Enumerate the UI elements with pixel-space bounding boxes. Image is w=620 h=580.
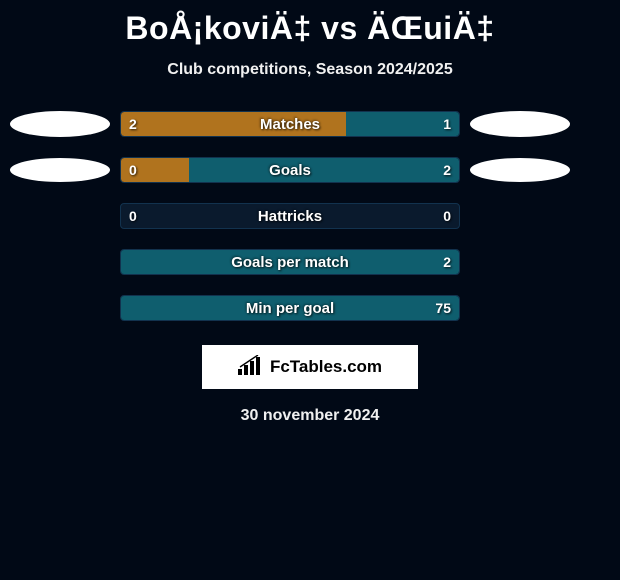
stat-value-right: 0: [435, 204, 459, 228]
stat-label: Min per goal: [121, 296, 459, 320]
chart-row: Matches2 1: [10, 111, 610, 137]
page-subtitle: Club competitions, Season 2024/2025: [0, 61, 620, 79]
team-badge-right: [470, 158, 570, 182]
stat-bar: Hattricks0 0: [120, 203, 460, 229]
badge-slot-left: [10, 158, 110, 182]
stat-bar: Matches2 1: [120, 111, 460, 137]
stat-bar: Min per goal75: [120, 295, 460, 321]
stat-value-left: 2: [121, 112, 145, 136]
team-badge-left: [10, 158, 110, 182]
stat-value-right: 2: [435, 250, 459, 274]
date-label: 30 november 2024: [0, 407, 620, 425]
stat-value-left: 0: [121, 204, 145, 228]
chart-row: Min per goal75: [10, 295, 610, 321]
fctables-badge: FcTables.com: [202, 345, 418, 389]
stat-label: Goals per match: [121, 250, 459, 274]
stat-label: Goals: [121, 158, 459, 182]
badge-slot-right: [470, 111, 570, 137]
stat-label: Matches: [121, 112, 459, 136]
stat-value-right: 2: [435, 158, 459, 182]
stat-value-left: 0: [121, 158, 145, 182]
page-title: BoÅ¡koviÄ‡ vs ÄŒuiÄ‡: [0, 0, 620, 47]
fctables-label: FcTables.com: [270, 357, 382, 377]
stat-bar: Goals0 2: [120, 157, 460, 183]
stat-value-right: 1: [435, 112, 459, 136]
team-badge-right: [470, 111, 570, 137]
badge-slot-left: [10, 111, 110, 137]
comparison-chart: Matches21Goals02Hattricks00Goals per mat…: [0, 111, 620, 321]
stat-label: Hattricks: [121, 204, 459, 228]
stat-bar: Goals per match2: [120, 249, 460, 275]
chart-row: Hattricks0 0: [10, 203, 610, 229]
team-badge-left: [10, 111, 110, 137]
chart-row: Goals per match2: [10, 249, 610, 275]
chart-row: Goals0 2: [10, 157, 610, 183]
fctables-icon: [238, 355, 264, 380]
stat-value-right: 75: [427, 296, 459, 320]
badge-slot-right: [470, 158, 570, 182]
